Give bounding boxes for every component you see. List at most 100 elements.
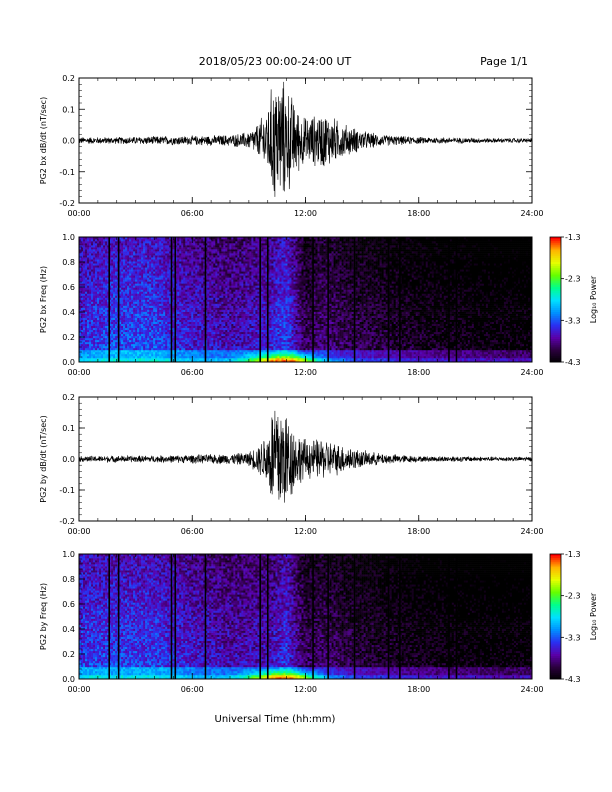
heatmap-cell: [81, 313, 84, 316]
heatmap-cell: [219, 359, 222, 363]
heatmap-cell: [143, 341, 146, 345]
heatmap-cell: [153, 311, 156, 314]
heatmap-cell: [107, 249, 110, 252]
heatmap-cell: [219, 327, 222, 331]
heatmap-cell: [87, 349, 90, 353]
heatmap-cell: [149, 281, 152, 284]
heatmap-cell: [197, 259, 200, 262]
heatmap-cell: [207, 281, 210, 284]
heatmap-cell: [119, 305, 122, 308]
heatmap-cell: [187, 355, 190, 359]
heatmap-cell: [201, 351, 204, 355]
heatmap-cell: [107, 349, 110, 353]
heatmap-cell: [173, 337, 176, 341]
heatmap-cell: [129, 331, 132, 335]
heatmap-cell: [185, 353, 188, 357]
heatmap-cell: [161, 301, 164, 304]
heatmap-cell: [227, 355, 230, 359]
heatmap-cell: [173, 247, 176, 250]
heatmap-cell: [213, 345, 216, 349]
heatmap-cell: [105, 249, 108, 252]
heatmap-cell: [139, 255, 142, 258]
heatmap-cell: [155, 289, 158, 292]
heatmap-cell: [169, 295, 172, 298]
heatmap-cell: [177, 277, 180, 280]
heatmap-cell: [207, 355, 210, 359]
heatmap-cell: [221, 265, 224, 268]
heatmap-cell: [87, 283, 90, 286]
heatmap-cell: [93, 247, 96, 250]
heatmap-cell: [97, 249, 100, 252]
heatmap-cell: [137, 293, 140, 296]
heatmap-cell: [135, 299, 138, 302]
heatmap-cell: [133, 281, 136, 284]
heatmap-cell: [141, 315, 144, 318]
heatmap-cell: [135, 265, 138, 268]
heatmap-cell: [103, 293, 106, 296]
heatmap-cell: [217, 237, 220, 240]
heatmap-cell: [233, 333, 236, 337]
heatmap-cell: [93, 261, 96, 264]
heatmap-cell: [175, 309, 178, 312]
heatmap-cell: [121, 269, 124, 272]
heatmap-cell: [185, 293, 188, 296]
heatmap-cell: [105, 347, 108, 351]
heatmap-cell: [83, 305, 86, 308]
heatmap-cell: [103, 245, 106, 248]
heatmap-cell: [177, 241, 180, 244]
heatmap-cell: [151, 351, 154, 355]
heatmap-cell: [97, 337, 100, 341]
heatmap-cell: [173, 297, 176, 300]
heatmap-cell: [175, 333, 178, 337]
heatmap-cell: [93, 357, 96, 361]
heatmap-cell: [211, 333, 214, 337]
heatmap-cell: [157, 319, 160, 322]
heatmap-cell: [135, 339, 138, 343]
heatmap-cell: [129, 249, 132, 252]
heatmap-cell: [223, 329, 226, 333]
heatmap-cell: [91, 335, 94, 339]
heatmap-cell: [197, 313, 200, 316]
heatmap-cell: [203, 285, 206, 288]
heatmap-cell: [127, 331, 130, 335]
heatmap-cell: [193, 259, 196, 262]
heatmap-cell: [189, 271, 192, 274]
heatmap-cell: [145, 351, 148, 355]
heatmap-cell: [189, 355, 192, 359]
heatmap-cell: [91, 267, 94, 270]
heatmap-cell: [141, 323, 144, 327]
heatmap-cell: [129, 353, 132, 357]
heatmap-cell: [187, 273, 190, 276]
heatmap-cell: [185, 277, 188, 280]
heatmap-cell: [173, 311, 176, 314]
heatmap-cell: [235, 343, 238, 347]
heatmap-cell: [107, 323, 110, 327]
heatmap-cell: [103, 353, 106, 357]
heatmap-cell: [171, 279, 174, 282]
heatmap-cell: [167, 275, 170, 278]
heatmap-cell: [215, 237, 218, 240]
heatmap-cell: [215, 269, 218, 272]
heatmap-cell: [133, 251, 136, 254]
heatmap-cell: [183, 253, 186, 256]
heatmap-cell: [87, 255, 90, 258]
heatmap-cell: [209, 357, 212, 361]
heatmap-cell: [111, 355, 114, 359]
heatmap-cell: [169, 261, 172, 264]
heatmap-cell: [129, 245, 132, 248]
heatmap-cell: [175, 327, 178, 331]
heatmap-cell: [211, 285, 214, 288]
heatmap-cell: [103, 327, 106, 331]
heatmap-cell: [233, 281, 236, 284]
heatmap-cell: [153, 263, 156, 266]
heatmap-cell: [157, 279, 160, 282]
heatmap-cell: [81, 255, 84, 258]
heatmap-cell: [149, 327, 152, 331]
heatmap-cell: [201, 299, 204, 302]
heatmap-cell: [123, 345, 126, 349]
heatmap-cell: [203, 261, 206, 264]
heatmap-cell: [111, 305, 114, 308]
heatmap-cell: [221, 345, 224, 349]
heatmap-cell: [123, 255, 126, 258]
heatmap-cell: [119, 343, 122, 347]
